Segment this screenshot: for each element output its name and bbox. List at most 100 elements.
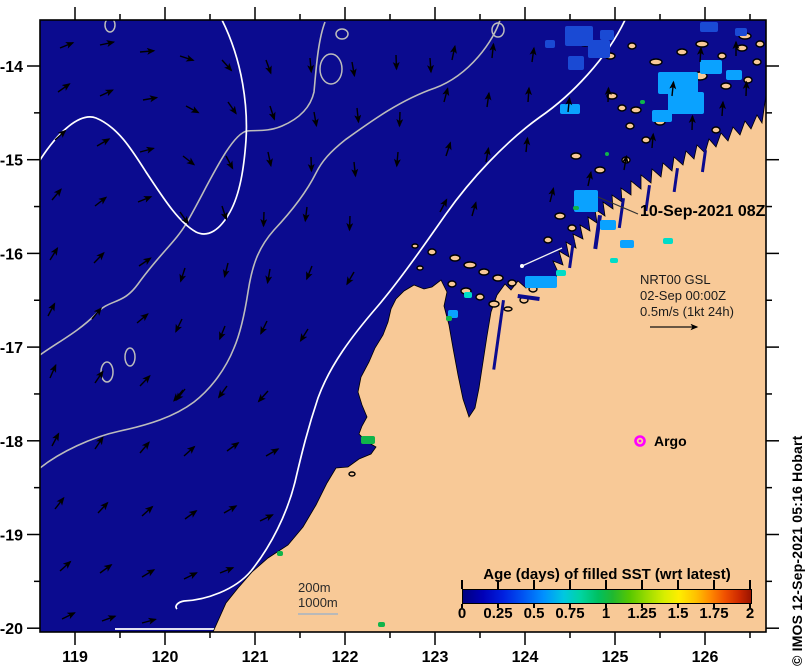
current-vector [266, 151, 273, 168]
island [449, 254, 461, 262]
current-vector [97, 501, 109, 514]
y-axis-label: -17 [0, 340, 23, 357]
island [427, 248, 437, 256]
sst-age-patch [600, 220, 616, 230]
depth-200m-label: 200m [298, 580, 331, 595]
sst-age-patch [277, 551, 283, 556]
current-vector [141, 617, 157, 625]
current-vector [302, 206, 310, 223]
current-vector [524, 86, 532, 103]
y-axis-label: -18 [0, 434, 23, 451]
current-vector [265, 268, 273, 285]
island [567, 224, 577, 232]
island [543, 236, 553, 244]
colorbar-tick [569, 580, 571, 589]
current-vector [91, 307, 102, 320]
current-vector [222, 262, 230, 278]
island [676, 48, 688, 56]
sst-age-patch [658, 72, 698, 94]
current-vector [179, 267, 187, 283]
contour-200m [40, 20, 248, 235]
contour-1000m-eddy [124, 347, 136, 367]
current-vector [99, 89, 114, 97]
island [507, 279, 517, 287]
colorbar-tick-label: 0.25 [483, 605, 513, 622]
current-vector [489, 42, 497, 59]
sst-age-patch [556, 270, 566, 276]
argo-marker-dot [638, 439, 642, 443]
current-vector [260, 320, 268, 335]
y-axis-label: -19 [0, 528, 23, 545]
x-axis-label: 121 [242, 649, 269, 666]
colorbar-tick-label: 0.75 [555, 605, 585, 622]
sst-age-patch [565, 26, 593, 46]
vector-key-scale: 0.5m/s (1kt 24h) [640, 304, 734, 319]
current-vector [51, 432, 60, 447]
island [717, 52, 727, 60]
colorbar-tick [497, 580, 499, 589]
current-vector [141, 569, 156, 578]
island [641, 136, 651, 144]
track-line [521, 247, 563, 267]
sst-age-patch [600, 30, 614, 40]
island [649, 58, 663, 66]
coastal-inlet [700, 150, 707, 173]
current-vector [139, 441, 150, 454]
current-vector [136, 313, 149, 324]
current-vector [219, 567, 235, 574]
current-vector [586, 170, 593, 187]
track-dot [520, 264, 524, 268]
island [736, 44, 748, 52]
current-vector [93, 251, 105, 264]
current-vector [225, 155, 234, 170]
island [411, 243, 419, 249]
colorbar-tick-lower [641, 604, 643, 608]
x-axis-label: 125 [602, 649, 629, 666]
colorbar-tick-lower [497, 604, 499, 608]
sst-age-patch [640, 100, 645, 104]
colorbar-gradient [462, 589, 752, 604]
current-vector [49, 246, 59, 261]
contour-1000m-eddy [491, 22, 505, 38]
current-vector [444, 141, 452, 157]
current-vector [94, 196, 108, 207]
current-vector [54, 129, 67, 141]
y-axis-label: -20 [0, 621, 23, 638]
current-vector [483, 146, 491, 163]
current-vector [223, 505, 238, 514]
map-frame [39, 19, 767, 633]
colorbar-tick-lower [461, 604, 463, 608]
analysis-datetime-label: 10-Sep-2021 08Z [640, 203, 766, 220]
sst-age-patch [610, 258, 618, 263]
colorbar-tick [461, 580, 463, 589]
sst-age-patch [700, 60, 722, 74]
island [570, 152, 582, 160]
current-vector [484, 91, 492, 108]
island [752, 58, 762, 66]
current-vector [183, 445, 196, 457]
island [475, 293, 485, 301]
island [695, 40, 709, 48]
island [720, 82, 732, 90]
current-vector [59, 42, 75, 49]
current-vector [57, 83, 71, 93]
sst-age-patch [525, 276, 557, 288]
current-vector [523, 136, 531, 153]
current-vector [139, 47, 156, 55]
sst-age-patch [620, 240, 634, 248]
island [617, 104, 627, 112]
colorbar-tick [677, 580, 679, 589]
current-vector [259, 514, 274, 522]
current-vector [49, 363, 57, 379]
island [478, 268, 490, 276]
current-vector [265, 59, 272, 75]
colorbar-tick [713, 580, 715, 589]
island [630, 106, 642, 114]
current-vector [99, 40, 116, 47]
island [488, 300, 500, 308]
colorbar-tick-lower [749, 604, 751, 608]
sst-age-patch [573, 206, 579, 210]
current-vector [393, 151, 401, 168]
current-vector [351, 161, 359, 178]
current-vector [346, 271, 355, 286]
